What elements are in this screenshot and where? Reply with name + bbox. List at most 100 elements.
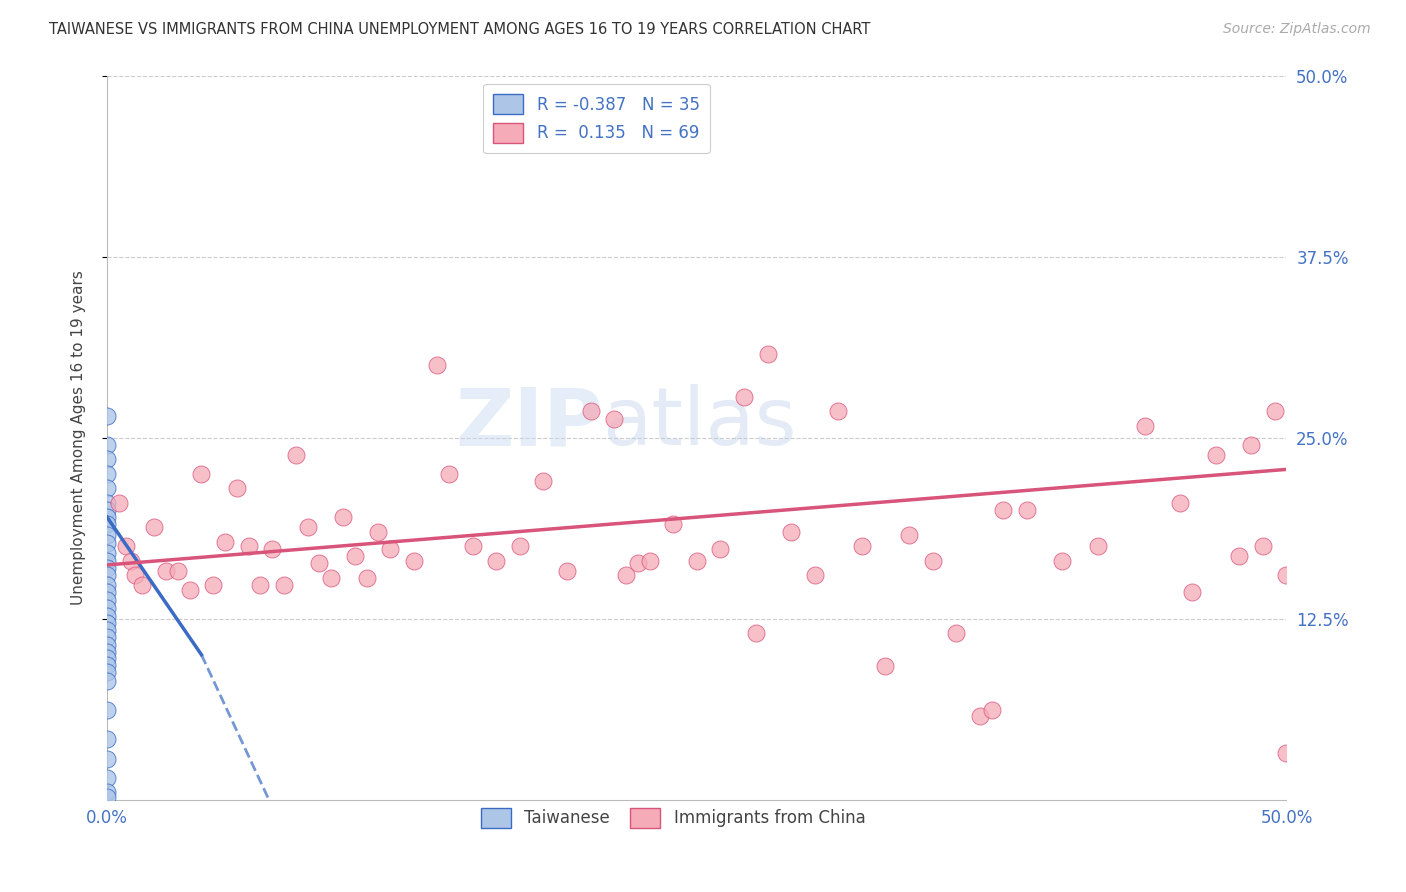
Point <box>803 568 825 582</box>
Point <box>96 631 118 645</box>
Point <box>686 553 709 567</box>
Point <box>851 539 873 553</box>
Point <box>108 496 131 510</box>
Point <box>614 568 637 582</box>
Point <box>308 557 330 571</box>
Point <box>96 503 118 517</box>
Point <box>297 520 319 534</box>
Point <box>96 578 118 592</box>
Point <box>96 517 118 532</box>
Point <box>96 771 118 785</box>
Point <box>96 650 118 665</box>
Text: Source: ZipAtlas.com: Source: ZipAtlas.com <box>1223 22 1371 37</box>
Point <box>96 536 118 550</box>
Point <box>96 785 118 799</box>
Point <box>225 481 247 495</box>
Point <box>1205 448 1227 462</box>
Point <box>1181 585 1204 599</box>
Point <box>533 474 555 488</box>
Point <box>96 452 118 467</box>
Point <box>214 534 236 549</box>
Point <box>115 539 138 553</box>
Point <box>461 539 484 553</box>
Point <box>96 467 118 481</box>
Point <box>155 564 177 578</box>
Point <box>485 553 508 567</box>
Point <box>96 546 118 560</box>
Point <box>1133 419 1156 434</box>
Point <box>875 659 897 673</box>
Point <box>96 496 118 510</box>
Text: atlas: atlas <box>602 384 797 462</box>
Point <box>96 665 118 679</box>
Text: ZIP: ZIP <box>456 384 602 462</box>
Point <box>343 549 366 564</box>
Point <box>1015 503 1038 517</box>
Point <box>202 578 225 592</box>
Point <box>555 564 578 578</box>
Point <box>96 789 118 804</box>
Point <box>143 520 166 534</box>
Point <box>96 553 118 567</box>
Point <box>96 510 118 524</box>
Point <box>638 553 661 567</box>
Point <box>131 578 153 592</box>
Point <box>120 553 142 567</box>
Point <box>1264 404 1286 418</box>
Point <box>603 411 626 425</box>
Point <box>96 481 118 495</box>
Point <box>1227 549 1250 564</box>
Point <box>1275 746 1298 760</box>
Point <box>96 623 118 637</box>
Point <box>238 539 260 553</box>
Point <box>662 517 685 532</box>
Point <box>745 626 768 640</box>
Point <box>96 527 118 541</box>
Point <box>96 601 118 615</box>
Point <box>96 752 118 766</box>
Point <box>262 541 284 556</box>
Point <box>356 571 378 585</box>
Point <box>378 541 401 556</box>
Point <box>179 582 201 597</box>
Point <box>756 346 779 360</box>
Point <box>437 467 460 481</box>
Point <box>96 561 118 575</box>
Point <box>969 708 991 723</box>
Point <box>1275 568 1298 582</box>
Text: TAIWANESE VS IMMIGRANTS FROM CHINA UNEMPLOYMENT AMONG AGES 16 TO 19 YEARS CORREL: TAIWANESE VS IMMIGRANTS FROM CHINA UNEMP… <box>49 22 870 37</box>
Point <box>284 448 307 462</box>
Point <box>1052 553 1074 567</box>
Point <box>627 557 650 571</box>
Point <box>96 608 118 623</box>
Point <box>96 731 118 746</box>
Point <box>190 467 212 481</box>
Point <box>96 638 118 652</box>
Point <box>709 541 731 556</box>
Point <box>898 527 921 541</box>
Point <box>96 585 118 599</box>
Point <box>96 438 118 452</box>
Point <box>166 564 188 578</box>
Point <box>980 703 1002 717</box>
Point <box>1251 539 1274 553</box>
Y-axis label: Unemployment Among Ages 16 to 19 years: Unemployment Among Ages 16 to 19 years <box>72 270 86 605</box>
Point <box>733 390 755 404</box>
Point <box>1240 438 1263 452</box>
Point <box>402 553 425 567</box>
Point <box>96 568 118 582</box>
Point <box>1168 496 1191 510</box>
Point <box>321 571 343 585</box>
Point <box>921 553 943 567</box>
Point <box>96 657 118 672</box>
Point <box>273 578 295 592</box>
Point <box>367 524 389 539</box>
Point <box>96 615 118 630</box>
Point <box>993 503 1015 517</box>
Point <box>96 673 118 688</box>
Point <box>579 404 602 418</box>
Point <box>96 645 118 659</box>
Legend: Taiwanese, Immigrants from China: Taiwanese, Immigrants from China <box>474 801 872 835</box>
Point <box>96 703 118 717</box>
Point <box>827 404 849 418</box>
